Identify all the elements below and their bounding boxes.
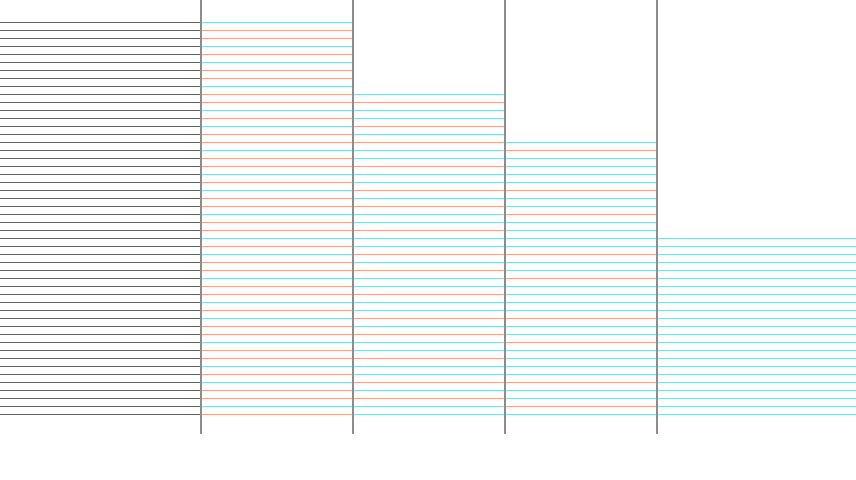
panel-1 — [0, 22, 200, 415]
panel-5 — [658, 238, 856, 415]
panel-4 — [506, 142, 656, 415]
panel-3 — [354, 94, 504, 415]
panel-2 — [202, 22, 352, 415]
